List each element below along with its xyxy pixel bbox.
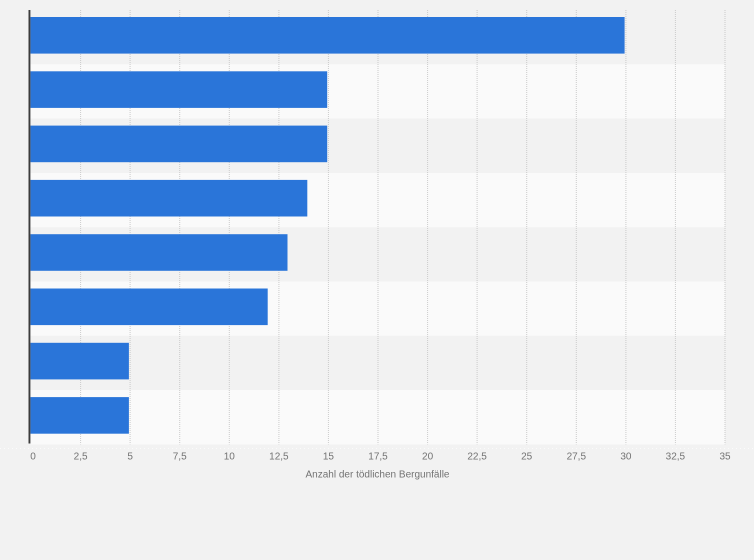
svg-text:5: 5: [127, 452, 133, 463]
svg-text:10: 10: [224, 452, 236, 463]
svg-text:27,5: 27,5: [567, 452, 587, 463]
svg-text:30: 30: [620, 452, 632, 463]
svg-text:Anzahl der tödlichen Bergunfäl: Anzahl der tödlichen Bergunfälle: [306, 470, 450, 481]
svg-text:25: 25: [521, 452, 533, 463]
svg-text:2,5: 2,5: [74, 452, 88, 463]
svg-text:7,5: 7,5: [173, 452, 187, 463]
svg-text:32,5: 32,5: [666, 452, 686, 463]
svg-text:22,5: 22,5: [467, 452, 487, 463]
svg-text:15: 15: [323, 452, 335, 463]
svg-text:17,5: 17,5: [368, 452, 388, 463]
svg-text:20: 20: [422, 452, 434, 463]
svg-text:0: 0: [30, 452, 36, 463]
svg-text:12,5: 12,5: [269, 452, 289, 463]
svg-text:35: 35: [719, 452, 731, 463]
